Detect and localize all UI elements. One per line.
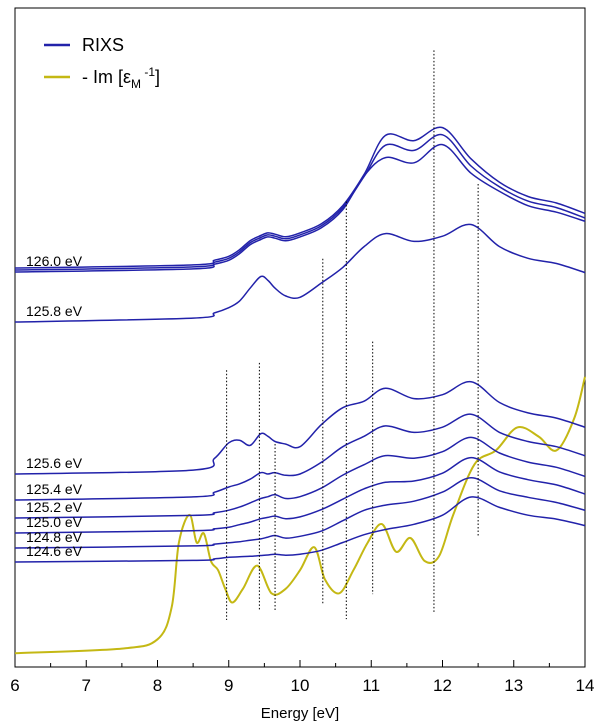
rixs-curve (14, 133, 586, 271)
rixs-curve (14, 496, 586, 563)
x-axis-title: Energy [eV] (261, 705, 339, 722)
legend-label-eels: - Im [εM -1] (82, 65, 160, 91)
x-axis-ticks: 6 7 8 9 10 11 12 13 14 (10, 660, 594, 695)
spectrum-label: 125.6 eV (26, 455, 83, 471)
eels-series (14, 376, 586, 655)
spectrum-label: 125.4 eV (26, 481, 83, 497)
legend-label-rixs: RIXS (82, 35, 124, 55)
rixs-curve (14, 436, 586, 519)
x-tick-label: 13 (504, 676, 523, 695)
spectrum-label: 124.6 eV (26, 543, 83, 559)
plot-border (14, 7, 586, 668)
plot-frame (14, 7, 586, 668)
legend: RIXS - Im [εM -1] (44, 35, 160, 91)
rixs-curve (14, 143, 586, 273)
spectrum-label: 124.8 eV (26, 529, 83, 545)
x-tick-label: 6 (10, 676, 19, 695)
x-tick-label: 11 (362, 676, 380, 695)
x-tick-label: 7 (82, 676, 91, 695)
x-tick-label: 8 (153, 676, 162, 695)
rixs-curve (14, 456, 586, 534)
x-tick-label: 14 (576, 676, 595, 695)
spectrum-label: 125.0 eV (26, 514, 83, 530)
rixs-curve (14, 380, 586, 475)
rixs-curve (14, 223, 586, 323)
x-tick-label: 12 (433, 676, 452, 695)
spectrum-label: 125.8 eV (26, 303, 83, 319)
spectrum-label: 125.2 eV (26, 499, 83, 515)
rixs-curve (14, 477, 586, 549)
x-tick-label: 10 (291, 676, 310, 695)
rixs-series (14, 126, 586, 563)
spectrum-label: 126.0 eV (26, 253, 83, 269)
eels-curve (14, 376, 586, 655)
rixs-curve (14, 126, 586, 269)
peak-markers (226, 50, 479, 620)
rixs-curve (14, 413, 586, 501)
x-tick-label: 9 (224, 676, 233, 695)
